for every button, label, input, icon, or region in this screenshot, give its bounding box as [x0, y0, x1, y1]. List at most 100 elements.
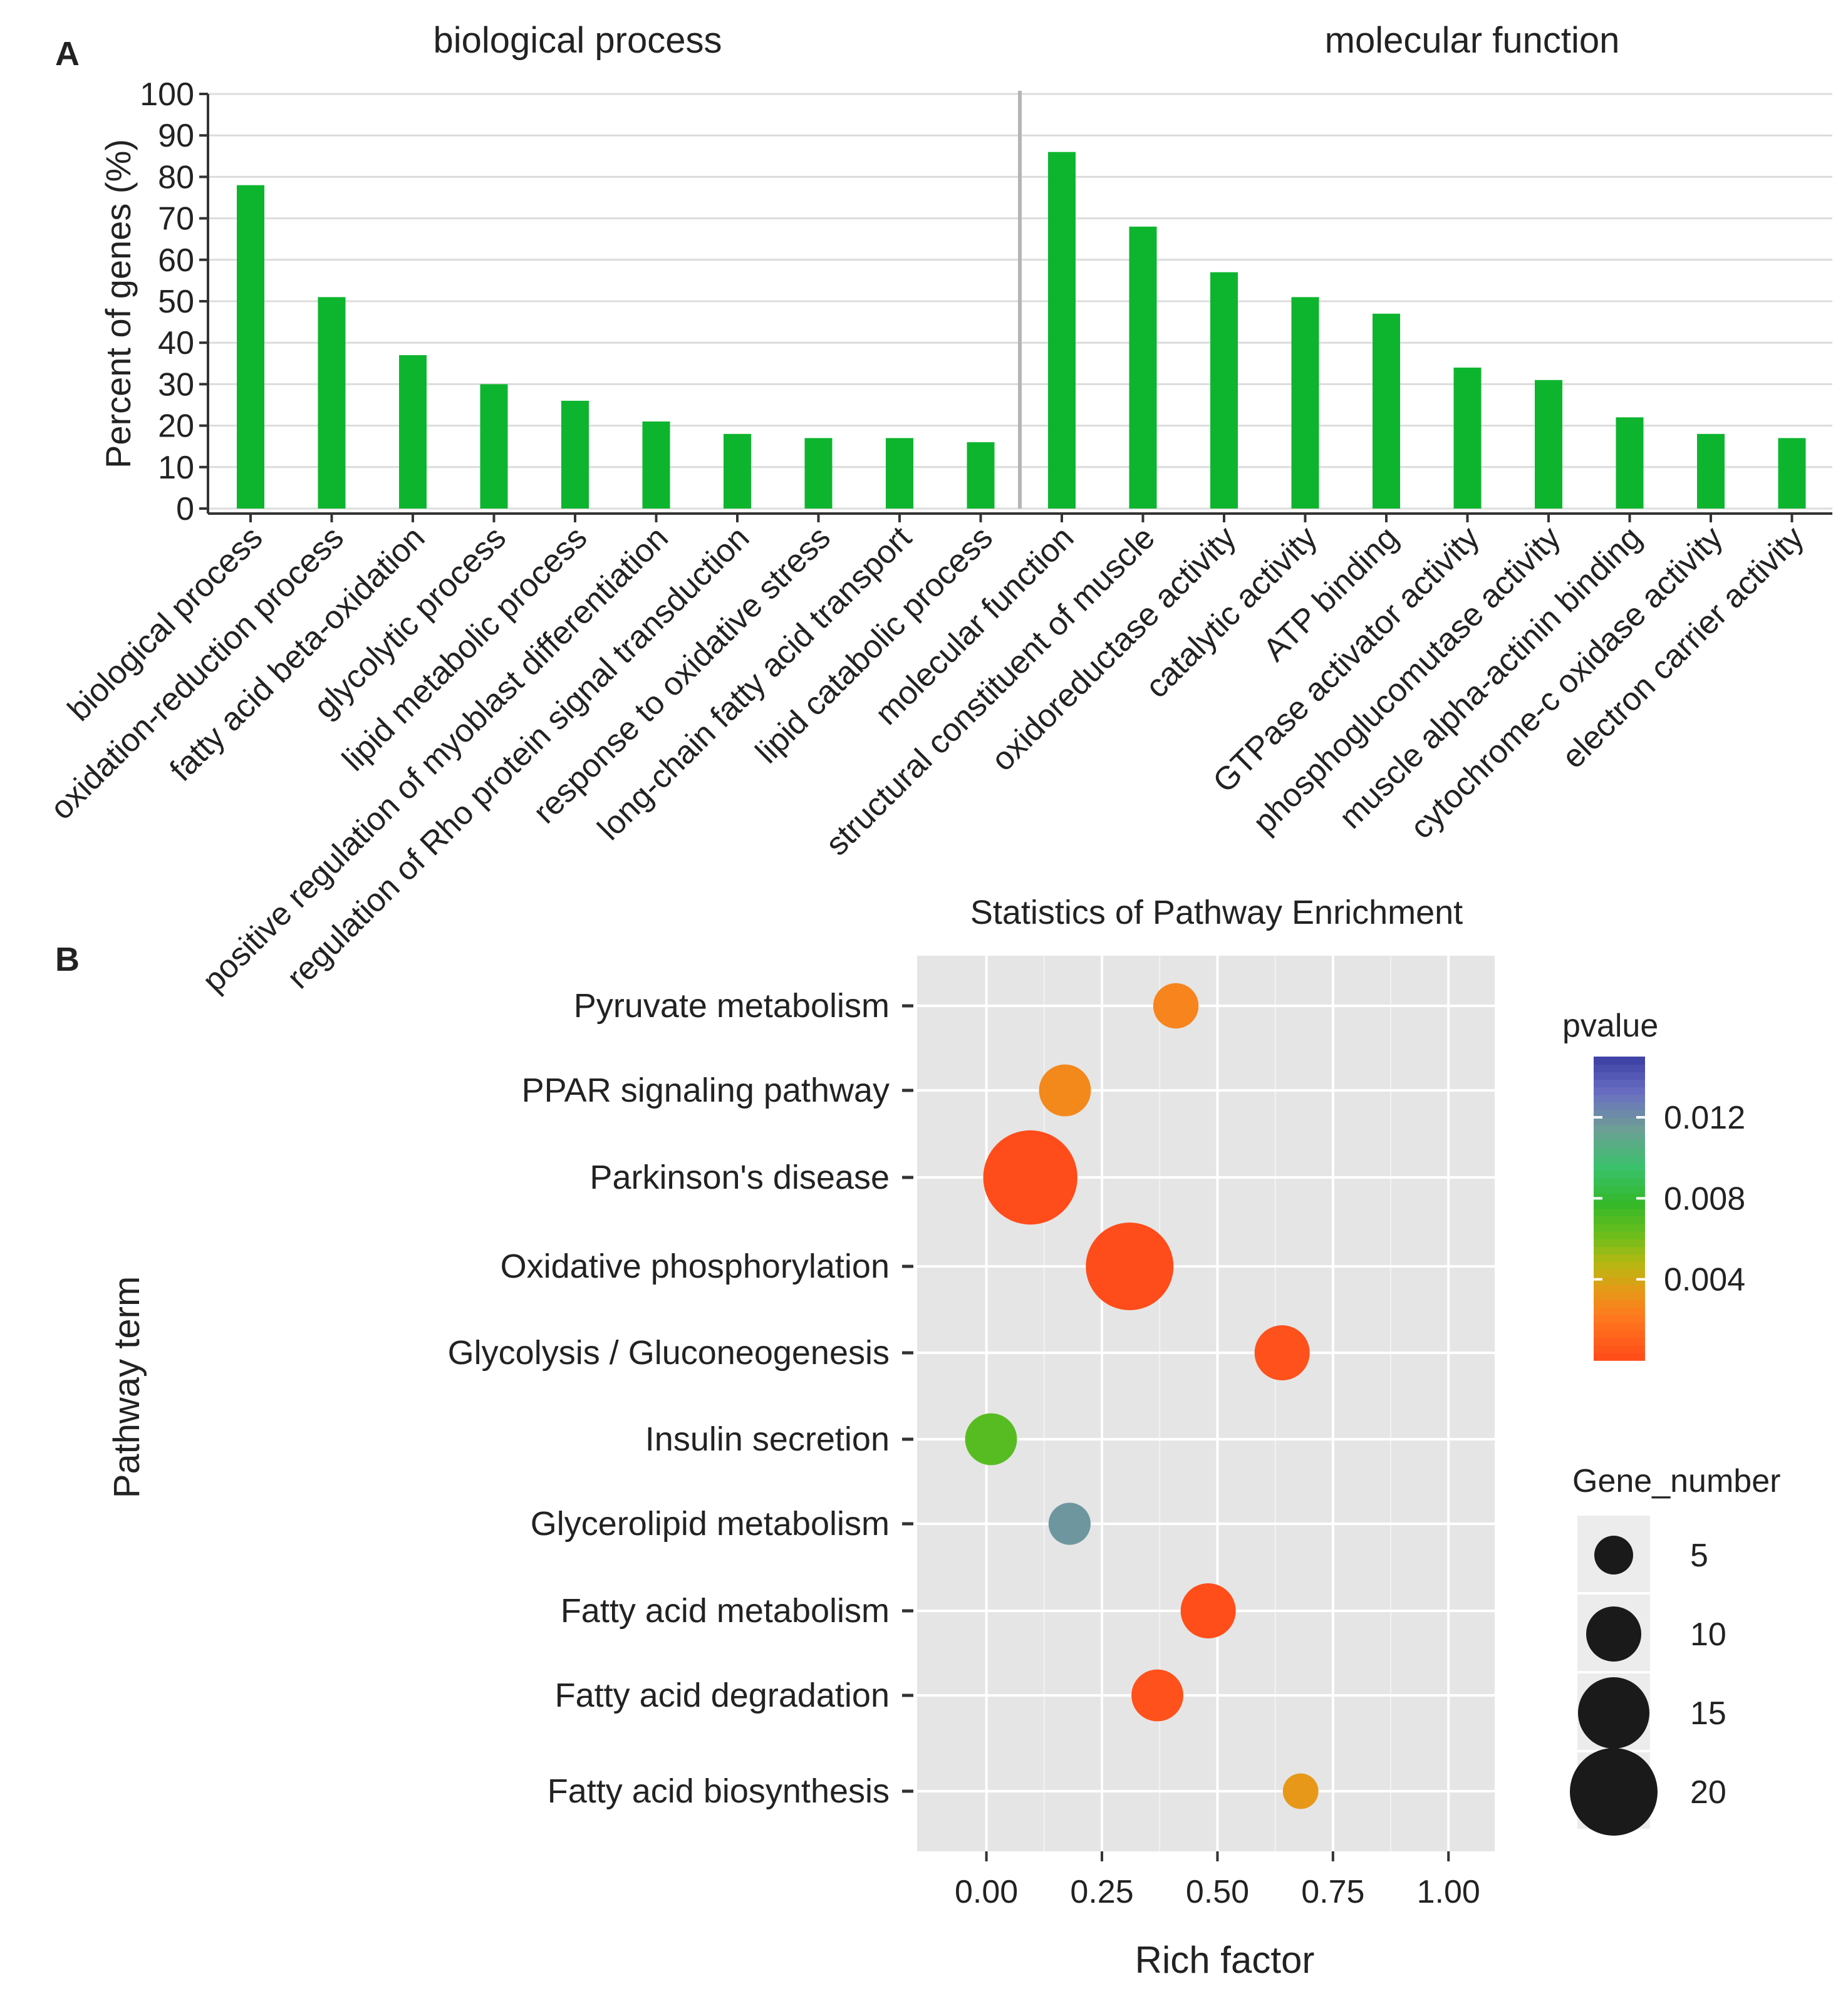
- panel-a-y-tick-label: 40: [158, 325, 194, 361]
- size-key-label: 5: [1690, 1538, 1708, 1574]
- pvalue-colorbar: [1594, 1057, 1645, 1361]
- panel-a-bars: [237, 152, 1806, 509]
- colorbar-segment: [1594, 1208, 1645, 1217]
- size-key-label: 20: [1690, 1774, 1726, 1811]
- size-key-circle-15: [1578, 1677, 1649, 1749]
- colorbar-segment: [1594, 1307, 1645, 1316]
- point-pyruvate-metabolism: [1153, 983, 1199, 1029]
- gene-number-legend: Gene_number 5 10 15 20: [1570, 1463, 1780, 1836]
- term-label-fatty-acid-degradation: Fatty acid degradation: [555, 1677, 890, 1714]
- panel-a-y-tick-label: 90: [158, 118, 194, 154]
- bar-glycolytic-process: [480, 384, 508, 509]
- colorbar-segment: [1594, 1246, 1645, 1255]
- bar-gtpase-activator-activity: [1453, 367, 1482, 509]
- panel-b-title: Statistics of Pathway Enrichment: [970, 894, 1463, 931]
- pvalue-legend-title: pvalue: [1562, 1008, 1658, 1044]
- size-key-circle-20: [1570, 1748, 1658, 1836]
- colorbar-segment: [1594, 1276, 1645, 1285]
- panel-b-x-tick-label: 0.00: [955, 1874, 1018, 1910]
- colorbar-segment: [1594, 1315, 1645, 1323]
- panel-a-y-ticks: 0 10 20 30 40 50 60 70 80 90 100: [140, 76, 208, 527]
- pvalue-colorbar-ticks: 0.012 0.008 0.004: [1594, 1100, 1745, 1298]
- panel-a-y-tick-label: 10: [158, 450, 194, 486]
- size-key-label: 15: [1690, 1695, 1726, 1732]
- panel-b-points: [965, 983, 1319, 1809]
- colorbar-segment: [1594, 1322, 1645, 1331]
- point-fatty-acid-metabolism: [1180, 1583, 1236, 1638]
- bar-response-to-oxidative-stress: [804, 438, 833, 509]
- pvalue-legend: pvalue 0.012 0.008 0.004: [1562, 1008, 1745, 1361]
- size-key-circle-10: [1586, 1606, 1641, 1662]
- facet-title-biological-process: biological process: [433, 20, 722, 61]
- bar-biological-process: [237, 185, 264, 509]
- bar-cytochrome-c-oxidase-activity: [1697, 433, 1725, 509]
- colorbar-segment: [1594, 1261, 1645, 1270]
- panel-b-x-tick-label: 0.50: [1186, 1874, 1249, 1910]
- panel-b-x-ticks: 0.00 0.25 0.50 0.75 1.00: [955, 1851, 1480, 1910]
- bar-oxidoreductase-activity: [1210, 272, 1238, 509]
- panel-label-a: A: [55, 35, 80, 73]
- term-label-pyruvate-metabolism: Pyruvate metabolism: [574, 987, 890, 1025]
- colorbar-segment: [1594, 1094, 1645, 1103]
- colorbar-segment: [1594, 1117, 1645, 1125]
- bar-atp-binding: [1373, 313, 1400, 509]
- panel-a-y-tick-label: 100: [140, 76, 194, 113]
- size-key-circle-5: [1594, 1536, 1633, 1575]
- bar-positive-regulation-of-myoblast-differentiation: [642, 421, 670, 509]
- colorbar-segment: [1594, 1254, 1645, 1263]
- panel-b-x-tick-label: 1.00: [1417, 1874, 1480, 1910]
- point-oxidative-phosphorylation: [1086, 1223, 1174, 1310]
- point-ppar-signaling-pathway: [1039, 1064, 1091, 1117]
- panel-a-y-tick-label: 80: [158, 159, 194, 195]
- term-label-ppar-signaling-pathway: PPAR signaling pathway: [522, 1072, 890, 1109]
- point-glycolysis-gluconeogenesis: [1254, 1325, 1310, 1380]
- colorbar-segment: [1594, 1079, 1645, 1088]
- bar-phosphoglucomutase-activity: [1535, 380, 1562, 509]
- colorbar-segment: [1594, 1147, 1645, 1156]
- bar-catalytic-activity: [1291, 297, 1319, 509]
- gene-number-legend-title: Gene_number: [1572, 1463, 1780, 1499]
- colorbar-segment: [1594, 1132, 1645, 1141]
- point-fatty-acid-biosynthesis: [1282, 1773, 1319, 1809]
- colorbar-segment: [1594, 1216, 1645, 1224]
- bar-lipid-metabolic-process: [561, 400, 589, 509]
- colorbar-segment: [1594, 1064, 1645, 1073]
- colorbar-tick-label: 0.012: [1664, 1100, 1745, 1136]
- point-glycerolipid-metabolism: [1048, 1502, 1091, 1545]
- panel-b-y-axis-label: Pathway term: [106, 1276, 147, 1499]
- colorbar-segment: [1594, 1140, 1645, 1149]
- colorbar-segment: [1594, 1223, 1645, 1232]
- bar-structural-constituent-of-muscle: [1129, 226, 1157, 509]
- colorbar-segment: [1594, 1269, 1645, 1278]
- panel-a-y-tick-label: 20: [158, 408, 194, 445]
- point-fatty-acid-degradation: [1131, 1669, 1183, 1722]
- colorbar-segment: [1594, 1155, 1645, 1164]
- term-label-oxidative-phosphorylation: Oxidative phosphorylation: [501, 1248, 890, 1285]
- colorbar-segment: [1594, 1337, 1645, 1346]
- bar-oxidation-reduction-process: [318, 297, 346, 509]
- colorbar-segment: [1594, 1109, 1645, 1118]
- panel-a-y-axis-label: Percent of genes (%): [98, 139, 138, 468]
- term-label-fatty-acid-metabolism: Fatty acid metabolism: [561, 1592, 890, 1630]
- term-label-parkinson-s-disease: Parkinson's disease: [589, 1159, 890, 1196]
- colorbar-segment: [1594, 1352, 1645, 1361]
- bar-molecular-function: [1048, 152, 1076, 509]
- colorbar-segment: [1594, 1193, 1645, 1202]
- bar-long-chain-fatty-acid-transport: [886, 438, 913, 509]
- colorbar-segment: [1594, 1300, 1645, 1308]
- panel-a-y-tick-label: 50: [158, 284, 194, 320]
- panel-b-x-tick-label: 0.25: [1070, 1874, 1133, 1910]
- panel-a-y-tick-label: 0: [176, 491, 194, 527]
- colorbar-segment: [1594, 1186, 1645, 1194]
- bar-regulation-of-rho-protein-signal-transduction: [724, 433, 751, 509]
- panel-b-pathway-enrichment: B Statistics of Pathway Enrichment Pyruv…: [55, 894, 1780, 1981]
- panel-a-go-bar-chart: A biological process molecular function …: [43, 20, 1832, 999]
- colorbar-segment: [1594, 1072, 1645, 1080]
- colorbar-segment: [1594, 1284, 1645, 1293]
- panel-b-plot-background: [917, 956, 1495, 1851]
- size-key-label: 10: [1690, 1616, 1726, 1653]
- colorbar-tick-label: 0.004: [1664, 1262, 1745, 1298]
- colorbar-segment: [1594, 1231, 1645, 1239]
- colorbar-tick-label: 0.008: [1664, 1181, 1745, 1217]
